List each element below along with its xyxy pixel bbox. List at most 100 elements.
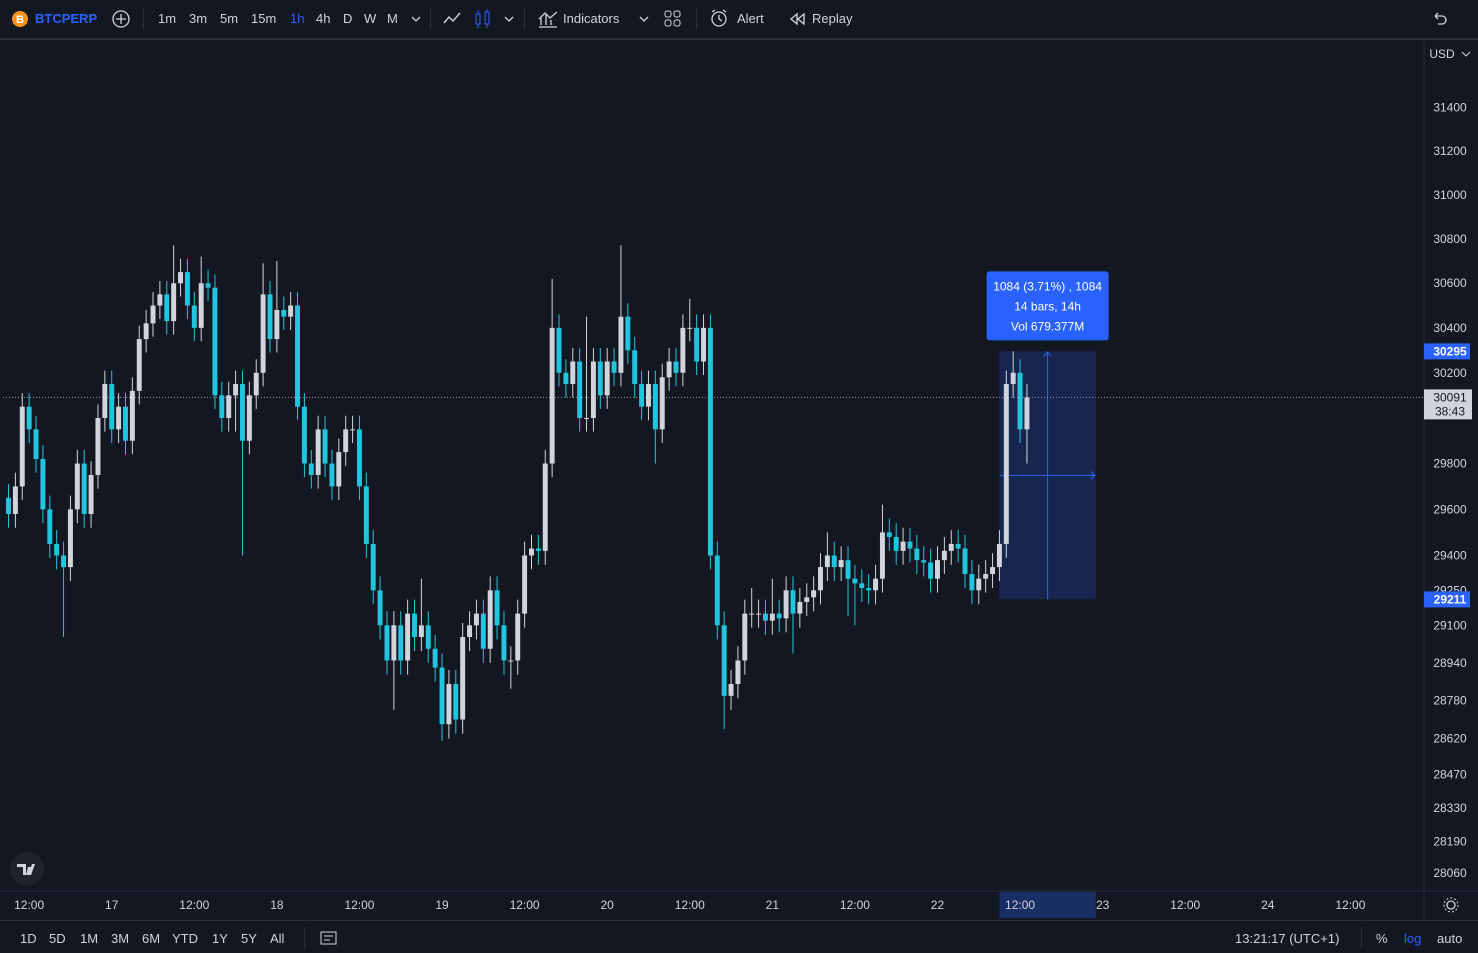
candle-body bbox=[391, 625, 397, 661]
candle-body bbox=[439, 667, 445, 725]
log-toggle[interactable]: log bbox=[1404, 931, 1422, 946]
interval-button[interactable]: 5m bbox=[220, 11, 239, 26]
range-button[interactable]: 5D bbox=[49, 931, 66, 946]
candle-body bbox=[171, 283, 177, 322]
candle-body bbox=[701, 327, 706, 362]
candle-body bbox=[184, 272, 190, 306]
indicators-button[interactable]: Indicators bbox=[563, 11, 620, 26]
candle-body bbox=[350, 429, 356, 431]
measure-tooltip-text: 14 bars, 14h bbox=[1014, 299, 1081, 313]
candle-body bbox=[645, 384, 651, 407]
range-button[interactable]: 6M bbox=[142, 931, 161, 946]
settings-icon[interactable] bbox=[1443, 897, 1459, 913]
y-tick-label: 28060 bbox=[1433, 866, 1467, 880]
symbol-icon: B bbox=[12, 11, 28, 27]
symbol[interactable]: BTCPERP bbox=[35, 11, 98, 26]
candle-body bbox=[494, 590, 500, 626]
candle-body bbox=[707, 327, 713, 556]
undo-icon[interactable] bbox=[1430, 10, 1448, 28]
candle-body bbox=[405, 613, 411, 661]
candle-body bbox=[597, 361, 603, 396]
candle-body bbox=[480, 613, 486, 649]
range-button[interactable]: 3M bbox=[111, 931, 130, 946]
x-tick-label: 24 bbox=[1261, 898, 1275, 912]
svg-text:B: B bbox=[16, 14, 24, 26]
y-tick-label: 28620 bbox=[1433, 732, 1467, 746]
interval-button[interactable]: M bbox=[387, 11, 398, 26]
interval-button[interactable]: 15m bbox=[251, 11, 277, 26]
interval-button[interactable]: 4h bbox=[316, 11, 331, 26]
candle-body bbox=[164, 294, 170, 322]
candle-body bbox=[384, 625, 390, 661]
indicators-icon[interactable] bbox=[537, 9, 559, 29]
auto-toggle[interactable]: auto bbox=[1437, 931, 1463, 946]
currency[interactable]: USD bbox=[1429, 47, 1455, 61]
candle-body bbox=[1024, 397, 1030, 430]
candle-body bbox=[845, 560, 851, 579]
range-button[interactable]: YTD bbox=[172, 931, 198, 946]
candle-body bbox=[618, 316, 624, 373]
bottom-toolbar: 1D 5D 1M 3M 6M YTD 1Y 5Y All 13:21:17 (UTC+1) % … bbox=[0, 920, 1478, 953]
range-button[interactable]: All bbox=[270, 931, 285, 946]
x-tick-label: 22 bbox=[931, 898, 945, 912]
y-tick-label: 28780 bbox=[1433, 694, 1467, 708]
candle-body bbox=[873, 578, 879, 591]
candle-body bbox=[866, 587, 872, 591]
candle-body bbox=[1003, 384, 1009, 544]
range-button[interactable]: 1D bbox=[20, 931, 37, 946]
candle-body bbox=[6, 497, 11, 514]
y-tick-label: 29600 bbox=[1433, 502, 1467, 516]
indicators-dropdown[interactable] bbox=[638, 14, 650, 24]
interval-button[interactable]: 1m bbox=[158, 11, 177, 26]
candle-body bbox=[900, 541, 906, 551]
candle-body bbox=[955, 543, 961, 549]
candle-body bbox=[329, 463, 335, 487]
line-style[interactable] bbox=[442, 9, 462, 29]
interval-dropdown[interactable] bbox=[410, 14, 422, 24]
currency-dropdown[interactable] bbox=[1461, 51, 1471, 57]
candle-body bbox=[838, 560, 844, 568]
range-button[interactable]: 5Y bbox=[241, 931, 257, 946]
candle-body bbox=[150, 305, 156, 324]
candle-body bbox=[508, 660, 514, 662]
candle-body bbox=[40, 458, 46, 510]
interval-button[interactable]: 3m bbox=[189, 11, 208, 26]
candle-body bbox=[315, 429, 321, 475]
candle-body bbox=[735, 660, 741, 685]
candle-body bbox=[604, 361, 610, 396]
percent-toggle[interactable]: % bbox=[1376, 931, 1388, 946]
candle-style[interactable] bbox=[473, 7, 493, 31]
range-button[interactable]: 1M bbox=[80, 931, 99, 946]
replay-icon[interactable] bbox=[789, 11, 807, 27]
candle-body bbox=[666, 361, 672, 378]
replay-button[interactable]: Replay bbox=[812, 11, 853, 26]
add-symbol[interactable] bbox=[111, 9, 131, 29]
goto-date[interactable] bbox=[319, 929, 339, 947]
candle-body bbox=[639, 384, 645, 407]
style-dropdown[interactable] bbox=[503, 14, 515, 24]
candle-body bbox=[102, 384, 108, 418]
alert-icon[interactable] bbox=[709, 8, 731, 30]
candle-body bbox=[74, 463, 80, 510]
candle-body bbox=[288, 305, 294, 317]
alert-button[interactable]: Alert bbox=[737, 11, 764, 26]
candle-body bbox=[61, 555, 67, 568]
candle-body bbox=[246, 395, 252, 441]
candle-body bbox=[1010, 372, 1016, 385]
candle-body bbox=[797, 601, 803, 614]
candle-body bbox=[893, 537, 899, 551]
interval-button[interactable]: W bbox=[364, 11, 377, 26]
x-tick-label: 12:00 bbox=[840, 898, 870, 912]
layout-icon[interactable] bbox=[663, 9, 683, 29]
interval-button[interactable]: 1h bbox=[290, 11, 305, 26]
interval-button[interactable]: D bbox=[343, 11, 353, 26]
candle-body bbox=[625, 316, 631, 351]
candle-body bbox=[776, 613, 782, 619]
measure-tooltip bbox=[986, 271, 1109, 341]
candle-body bbox=[1017, 372, 1023, 430]
candle-body bbox=[818, 567, 823, 591]
candle-body bbox=[336, 452, 342, 487]
range-button[interactable]: 1Y bbox=[212, 931, 228, 946]
candle-body bbox=[522, 555, 528, 614]
